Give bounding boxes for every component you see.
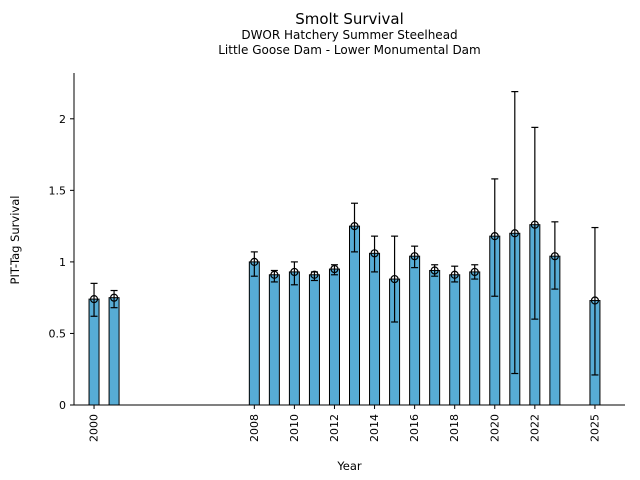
bar-group-2017 (429, 264, 441, 406)
bar-group-2020 (489, 178, 501, 406)
bar (248, 261, 260, 406)
point-marker (109, 293, 119, 302)
point-marker (310, 270, 319, 279)
x-tick-label: 2010 (288, 414, 301, 442)
y-tick-label: 1.5 (49, 184, 67, 197)
bar-group-2001 (108, 289, 120, 406)
point-marker (89, 295, 99, 304)
chart-subtitle-reach: Little Goose Dam - Lower Monumental Dam (218, 43, 481, 57)
bar (409, 255, 421, 406)
bar (308, 274, 320, 406)
bar-group-2010 (288, 261, 300, 406)
bar-group-2016 (409, 245, 421, 406)
point-marker (290, 267, 299, 277)
point-marker (490, 232, 499, 241)
point-marker (550, 252, 559, 261)
x-tick-label: 2022 (528, 414, 541, 442)
bar (108, 297, 120, 406)
bar (268, 274, 280, 406)
bar-group-2013 (349, 202, 361, 406)
bar (449, 274, 461, 406)
bar-group-2023 (549, 221, 561, 406)
y-tick-label: 0.5 (49, 327, 67, 340)
x-tick-label: 2012 (328, 414, 341, 442)
point-marker (270, 270, 279, 279)
chart-title: Smolt Survival (295, 10, 404, 28)
bar-group-2022 (529, 126, 541, 406)
bar-group-2011 (308, 270, 320, 406)
bar-group-2025 (589, 226, 601, 406)
chart-subtitle-stock: DWOR Hatchery Summer Steelhead (241, 28, 458, 42)
y-tick-label: 2 (59, 113, 66, 126)
point-marker (450, 270, 459, 279)
bar-group-2009 (268, 269, 280, 406)
point-marker (470, 267, 479, 277)
bar-group-2021 (509, 91, 521, 406)
bar (469, 271, 481, 406)
point-marker (350, 222, 359, 231)
point-marker (390, 274, 399, 284)
x-tick-label: 2000 (88, 414, 101, 442)
y-tick-label: 1 (59, 256, 66, 269)
bar (349, 225, 361, 406)
bar-group-2000 (88, 282, 100, 406)
point-marker (410, 252, 419, 261)
x-tick-label: 2016 (408, 414, 421, 442)
bar (288, 271, 300, 406)
point-marker (330, 264, 339, 274)
bar-group-2012 (328, 264, 340, 406)
bar-group-2019 (469, 264, 481, 406)
point-marker (590, 296, 600, 305)
point-marker (250, 257, 259, 266)
point-marker (370, 249, 379, 258)
bar-group-2018 (449, 265, 461, 406)
y-axis-label: PIT-Tag Survival (8, 195, 22, 285)
point-marker (530, 220, 539, 229)
point-marker (510, 229, 519, 238)
bar (328, 268, 340, 406)
bar (369, 252, 381, 406)
x-tick-label: 2020 (488, 414, 501, 442)
chart-header: Smolt Survival DWOR Hatchery Summer Stee… (74, 10, 625, 58)
bar-group-2015 (389, 235, 401, 406)
x-tick-label: 2008 (248, 414, 261, 442)
point-marker (430, 266, 439, 275)
y-tick-label: 0 (59, 399, 66, 412)
x-tick-label: 2014 (368, 414, 381, 442)
x-axis-label: Year (337, 459, 362, 473)
bar (429, 269, 441, 406)
bar-group-2014 (369, 235, 381, 406)
x-tick-label: 2025 (588, 414, 601, 442)
bar-group-2008 (248, 251, 260, 406)
x-tick-label: 2018 (448, 414, 461, 442)
